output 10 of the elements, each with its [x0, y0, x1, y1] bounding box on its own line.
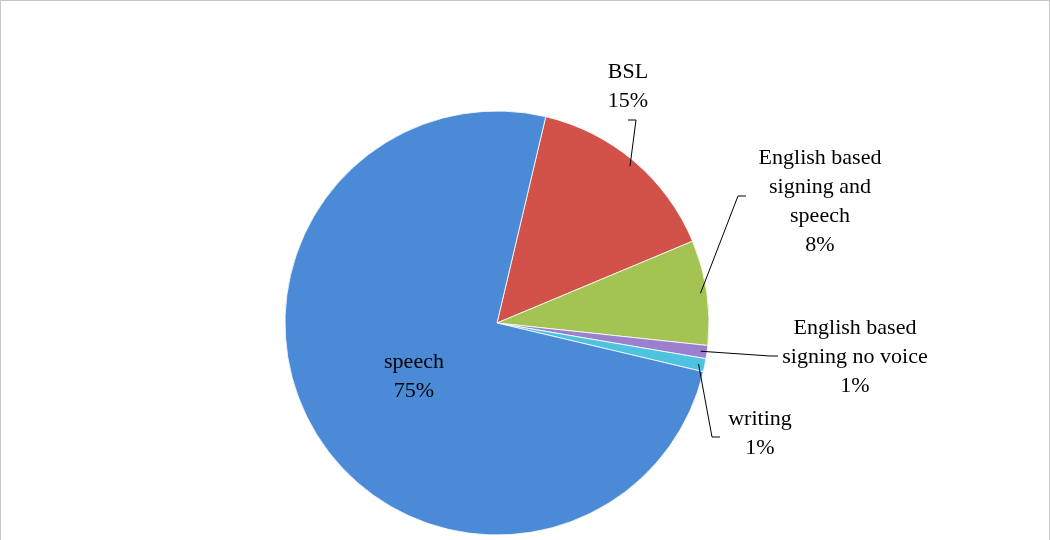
data-label: 15% [607, 87, 649, 112]
slice-label: English based signing no voice [782, 313, 928, 368]
data-label: 8% [805, 231, 835, 256]
data-label: 75% [393, 377, 435, 402]
slice-label: speech [384, 348, 444, 373]
slice-label: English based signing and speech [758, 144, 882, 227]
data-label: 1% [840, 371, 870, 397]
slice-label: writing [728, 405, 792, 430]
slice-label: BSL [607, 58, 649, 83]
data-label: 1% [745, 434, 775, 459]
